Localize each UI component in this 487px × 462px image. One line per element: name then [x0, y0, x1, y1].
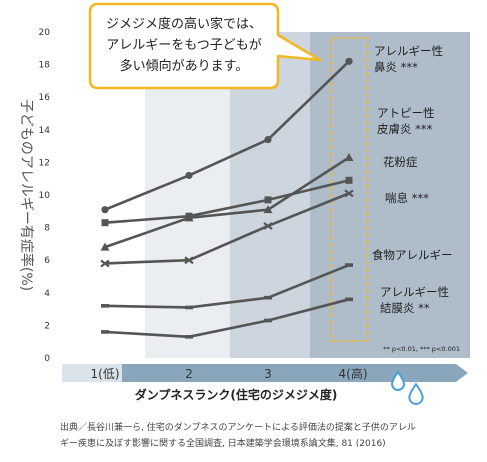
y-tick-label: 12 [39, 158, 50, 168]
y-axis-label: 子どものアレルギー有症率(%) [18, 99, 35, 291]
series-path [104, 298, 350, 339]
data-point [345, 263, 353, 267]
y-tick-label: 0 [44, 354, 50, 364]
data-point [185, 335, 193, 339]
series-path [104, 156, 350, 249]
y-axis: 0 2 4 6 8 10 12 14 16 18 20 [39, 28, 51, 364]
rank-4-highlight-box [330, 37, 368, 342]
y-tick-label: 16 [39, 93, 51, 103]
data-point [344, 153, 354, 162]
data-point [264, 318, 272, 323]
callout-text: 多い傾向があります。 [120, 58, 249, 74]
callout-bubble [88, 2, 322, 90]
data-point [344, 189, 354, 198]
data-point [184, 256, 194, 265]
data-point [101, 206, 109, 214]
source-line: ギー疾患に及ぼす影響に関する全国調査, 日本建築学会環境系論文集, 81 (20… [60, 437, 386, 449]
series-label: 鼻炎 *** [374, 60, 418, 74]
x-tick-label: 1(低) [91, 367, 120, 381]
series-path [104, 60, 350, 211]
data-point [263, 222, 273, 230]
y-tick-label: 6 [44, 256, 50, 266]
data-point [101, 330, 109, 334]
series-line [101, 176, 353, 227]
source-line: 出典／長谷川兼一ら, 住宅のダンプネスのアンケートによる評価法の提案と子供のアレ… [60, 421, 416, 433]
significance-note: ** p<0.01, *** p<0.001 [383, 345, 460, 353]
callout-text: アレルギーをもつ子どもが [106, 38, 261, 53]
data-point [263, 205, 273, 214]
x-tick-label: 4(高) [339, 366, 368, 381]
y-tick-label: 2 [44, 321, 50, 331]
series-label: 結膜炎 ** [380, 301, 430, 315]
series-line [101, 57, 353, 214]
source-citation: 出典／長谷川兼一ら, 住宅のダンプネスのアンケートによる評価法の提案と子供のアレ… [60, 421, 416, 449]
data-point [345, 57, 353, 65]
y-tick-label: 4 [44, 289, 50, 299]
series-label: 花粉症 [383, 155, 418, 169]
x-axis: 1(低) 2 3 4(高) [62, 364, 468, 382]
series-path [104, 179, 350, 225]
y-tick-label: 8 [44, 224, 50, 234]
callout-text: ジメジメ度の高い家では、 [106, 16, 262, 32]
data-point [185, 212, 193, 220]
data-point [100, 242, 110, 251]
series-lines [100, 57, 354, 339]
water-drop-icon [390, 370, 406, 391]
series-label: 喘息 *** [385, 191, 429, 205]
series-line [101, 297, 353, 339]
x-axis-label: ダンプネスランク(住宅のジメジメ度) [135, 387, 338, 402]
data-point [345, 297, 353, 302]
series-path [104, 263, 350, 309]
series-label: アレルギー性 [374, 44, 443, 58]
data-point [185, 171, 193, 180]
series-label: 食物アレルギー [372, 248, 453, 262]
x-axis-arrow [62, 364, 468, 382]
x-tick-label: 2 [185, 367, 193, 381]
data-point [264, 295, 272, 300]
y-tick-label: 14 [39, 126, 51, 136]
data-point [101, 219, 109, 227]
data-point [185, 305, 193, 310]
x-tick-label: 3 [264, 367, 272, 381]
series-line [100, 189, 354, 268]
data-point [264, 196, 272, 204]
data-point [264, 135, 272, 144]
data-point [100, 259, 110, 268]
y-tick-label: 20 [39, 28, 51, 38]
water-drop-icon [408, 382, 424, 405]
series-line [101, 263, 353, 310]
x-axis-arrow-fade [62, 364, 122, 382]
series-path [104, 192, 350, 265]
series-label: 皮膚炎 *** [377, 122, 433, 136]
data-point [345, 176, 353, 184]
water-drop-icons [390, 370, 424, 405]
y-tick-label: 18 [39, 61, 51, 71]
data-point [101, 304, 109, 308]
y-tick-label: 10 [39, 191, 51, 201]
series-label: アトピー性 [377, 106, 435, 120]
series-label: アレルギー性 [380, 285, 449, 299]
